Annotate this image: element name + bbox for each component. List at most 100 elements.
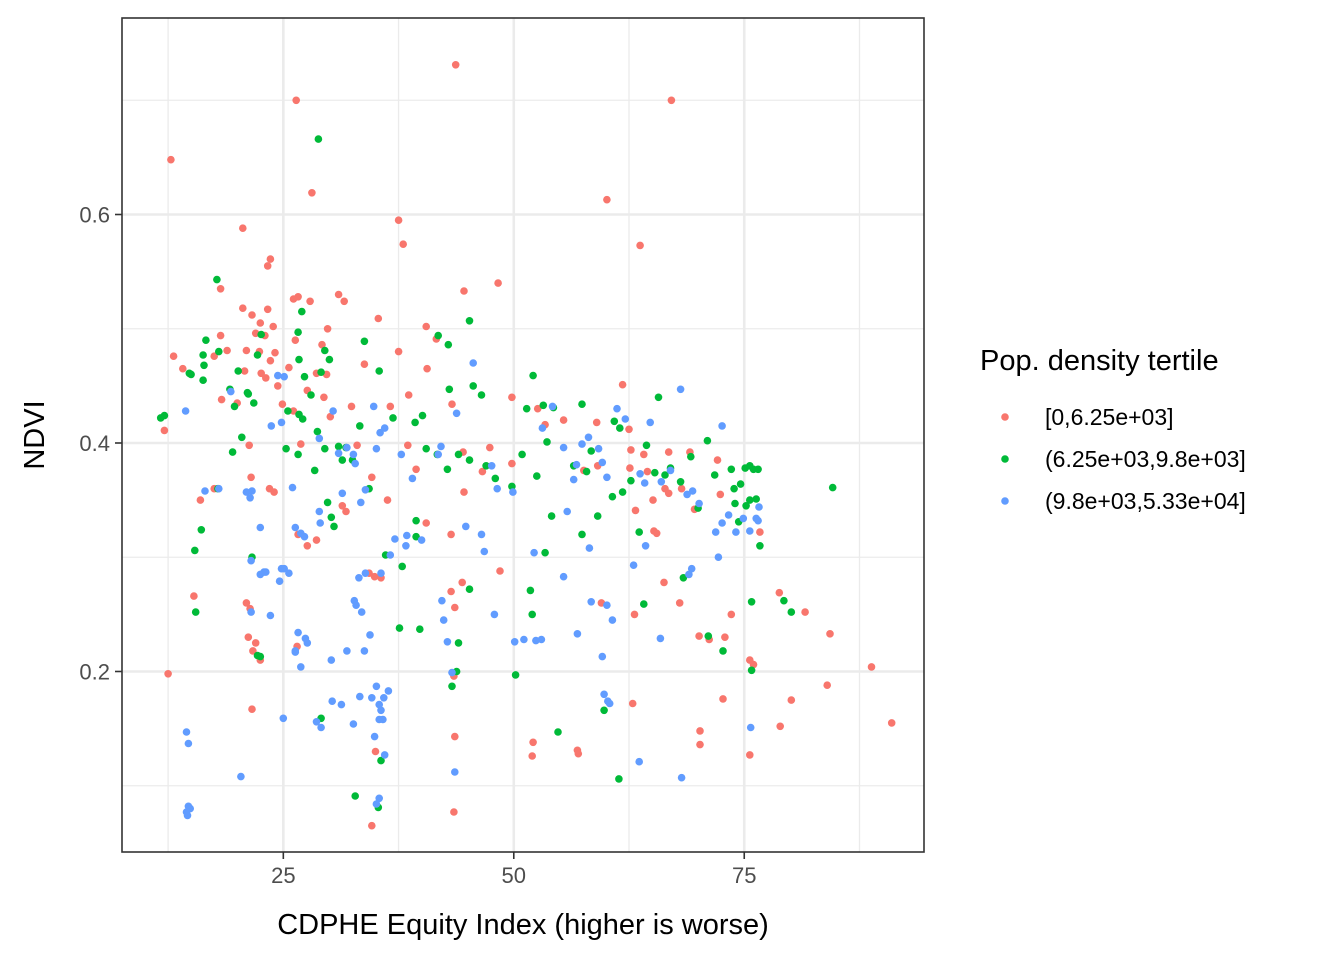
data-point-series-3 [594,444,603,453]
data-point-series-2 [676,478,685,486]
data-point-series-3 [587,598,595,606]
data-point-series-3 [683,490,691,499]
data-point-series-2 [615,775,623,783]
data-point-series-3 [548,402,557,411]
data-point-series-1 [775,588,784,597]
data-point-series-1 [404,391,413,399]
data-point-series-1 [727,610,736,619]
data-point-series-1 [289,295,298,303]
data-point-series-3 [301,634,310,643]
data-point-series-2 [398,562,407,571]
data-point-series-3 [754,516,762,525]
legend-key-series-3 [1001,497,1009,505]
data-point-series-2 [642,441,651,450]
data-point-series-1 [270,488,278,496]
data-point-series-2 [250,399,258,407]
data-point-series-1 [291,336,300,345]
data-point-series-3 [227,387,235,396]
data-point-series-3 [603,473,611,482]
data-point-series-1 [667,96,676,105]
data-point-series-2 [314,135,323,143]
data-point-series-3 [641,542,650,550]
data-point-series-1 [746,751,754,759]
data-point-series-2 [529,371,537,380]
data-point-series-2 [587,447,595,455]
data-point-series-3 [397,450,406,459]
data-point-series-2 [356,422,364,430]
data-point-series-2 [351,792,360,800]
data-point-series-1 [696,740,704,749]
data-point-series-3 [372,444,381,453]
data-point-series-2 [543,438,551,446]
data-point-series-2 [522,404,531,413]
data-point-series-2 [742,502,750,510]
data-point-series-2 [323,498,332,507]
data-point-series-2 [465,456,474,464]
data-point-series-1 [179,364,187,373]
data-point-series-1 [320,393,328,402]
data-point-series-3 [315,434,324,443]
data-point-series-2 [465,317,474,325]
legend-label-series-2: (6.25e+03,9.8e+03] [1045,446,1246,472]
data-point-series-3 [477,530,486,539]
data-point-series-2 [294,450,302,459]
data-point-series-2 [256,652,265,661]
data-point-series-1 [216,331,225,340]
data-point-series-2 [389,414,397,422]
data-point-series-2 [234,367,242,375]
data-point-series-2 [454,450,463,459]
y-tick-label: 0.6 [79,203,110,228]
data-point-series-2 [703,436,712,445]
data-point-series-2 [448,682,456,691]
data-point-series-3 [714,553,723,561]
data-point-series-1 [404,441,412,450]
data-point-series-1 [244,633,253,641]
data-point-series-1 [574,749,583,758]
data-point-series-2 [422,444,431,453]
data-point-series-3 [184,739,193,748]
data-point-series-1 [826,630,834,638]
data-point-series-2 [395,624,404,632]
data-point-series-3 [559,572,568,581]
data-point-series-3 [657,478,666,486]
data-point-series-3 [357,608,366,616]
data-point-series-2 [199,376,207,385]
data-point-series-3 [509,488,517,496]
data-point-series-1 [347,402,356,411]
data-point-series-1 [256,319,265,327]
data-point-series-3 [469,359,478,367]
data-point-series-2 [257,330,266,339]
data-point-series-1 [190,592,198,600]
data-point-series-2 [215,347,223,356]
data-point-series-2 [541,548,549,557]
data-point-series-1 [823,681,831,689]
data-point-series-1 [269,322,278,331]
data-point-series-2 [282,444,290,453]
data-point-series-2 [321,346,329,355]
data-point-series-2 [465,585,474,593]
data-point-series-3 [490,610,499,619]
data-point-series-2 [518,450,526,459]
data-point-series-1 [447,587,455,596]
data-point-series-1 [297,440,305,448]
data-point-series-2 [640,600,648,608]
data-point-series-2 [787,608,796,616]
data-point-series-3 [604,697,612,705]
data-point-series-2 [828,483,837,492]
data-point-series-3 [274,371,282,380]
data-point-series-1 [451,61,460,69]
data-point-series-2 [582,467,591,476]
data-point-series-2 [411,418,419,427]
data-point-series-3 [569,475,578,484]
data-point-series-1 [303,542,312,550]
data-point-series-2 [307,391,315,399]
data-point-series-1 [664,489,673,498]
data-point-series-1 [242,599,251,607]
data-point-series-3 [237,772,245,781]
data-point-series-3 [343,443,351,452]
data-point-series-2 [554,728,562,736]
data-point-series-1 [451,603,459,612]
data-point-series-1 [640,450,648,459]
data-point-series-3 [530,548,538,557]
